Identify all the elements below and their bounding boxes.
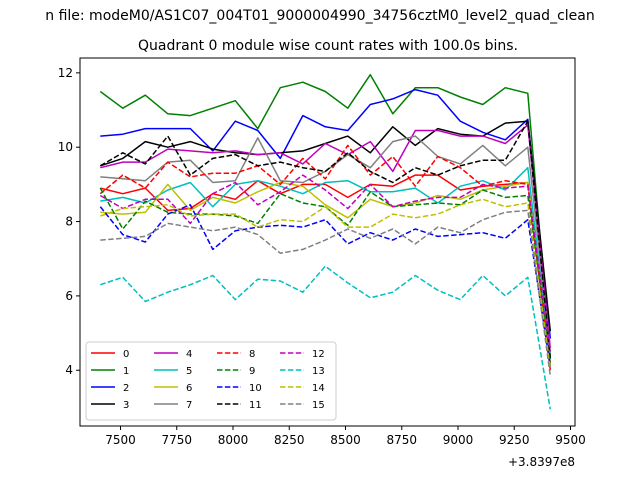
legend-box [85, 341, 337, 421]
series-line-4 [100, 124, 552, 348]
series-line-1 [99, 73, 552, 358]
x-tick-label: 9250 [499, 433, 530, 447]
y-tick-label: 12 [58, 66, 73, 80]
x-tick-label: 7750 [161, 433, 192, 447]
x-axis: 7500 7750 8000 8250 8500 8750 9000 9250 9500 [105, 426, 586, 447]
figure-suptitle: n file: modeM0/AS1C07_004T01_9000004990_… [45, 8, 594, 24]
legend-label-13: 13 [312, 366, 325, 377]
chart-title: Quadrant 0 module wise count rates with … [138, 38, 518, 54]
y-tick-label: 10 [58, 140, 73, 154]
legend-label-11: 11 [249, 400, 262, 411]
legend-label-7: 7 [186, 400, 192, 411]
series-line-11 [99, 120, 552, 360]
legend-label-0: 0 [123, 349, 129, 360]
legend-label-2: 2 [123, 383, 129, 394]
legend-label-9: 9 [249, 366, 255, 377]
y-axis: 4 6 8 10 12 [58, 66, 80, 377]
series-line-2 [100, 88, 552, 339]
series-line-8 [99, 144, 552, 371]
legend-label-3: 3 [123, 400, 129, 411]
series-line-9 [99, 187, 552, 363]
series-line-0 [100, 174, 552, 363]
legend-label-12: 12 [312, 349, 325, 360]
legend-label-6: 6 [186, 383, 192, 394]
x-tick-label: 8750 [386, 433, 417, 447]
legend-label-14: 14 [312, 383, 325, 394]
legend-label-8: 8 [249, 349, 255, 360]
legend-label-5: 5 [186, 366, 192, 377]
series-line-6 [100, 181, 552, 367]
series-line-12 [99, 174, 552, 352]
legend-label-4: 4 [186, 349, 192, 360]
x-tick-label: 8250 [274, 433, 305, 447]
series-line-13 [100, 265, 552, 410]
x-tick-label: 9500 [555, 433, 586, 447]
x-tick-label: 8000 [218, 433, 249, 447]
series-line-15 [100, 209, 552, 376]
x-axis-offset-label: +3.8397e8 [508, 455, 575, 469]
legend-label-15: 15 [312, 400, 325, 411]
series-line-10 [99, 204, 552, 367]
y-tick-label: 6 [65, 289, 73, 303]
legend-label-10: 10 [249, 383, 262, 394]
x-tick-label: 8500 [330, 433, 361, 447]
legend-label-1: 1 [123, 366, 129, 377]
series-line-14 [100, 198, 552, 369]
y-tick-label: 8 [65, 215, 73, 229]
x-tick-label: 7500 [105, 433, 136, 447]
series-line-5 [100, 166, 552, 360]
series-layer [99, 73, 552, 410]
x-tick-label: 9000 [443, 433, 474, 447]
y-tick-label: 4 [65, 363, 73, 377]
